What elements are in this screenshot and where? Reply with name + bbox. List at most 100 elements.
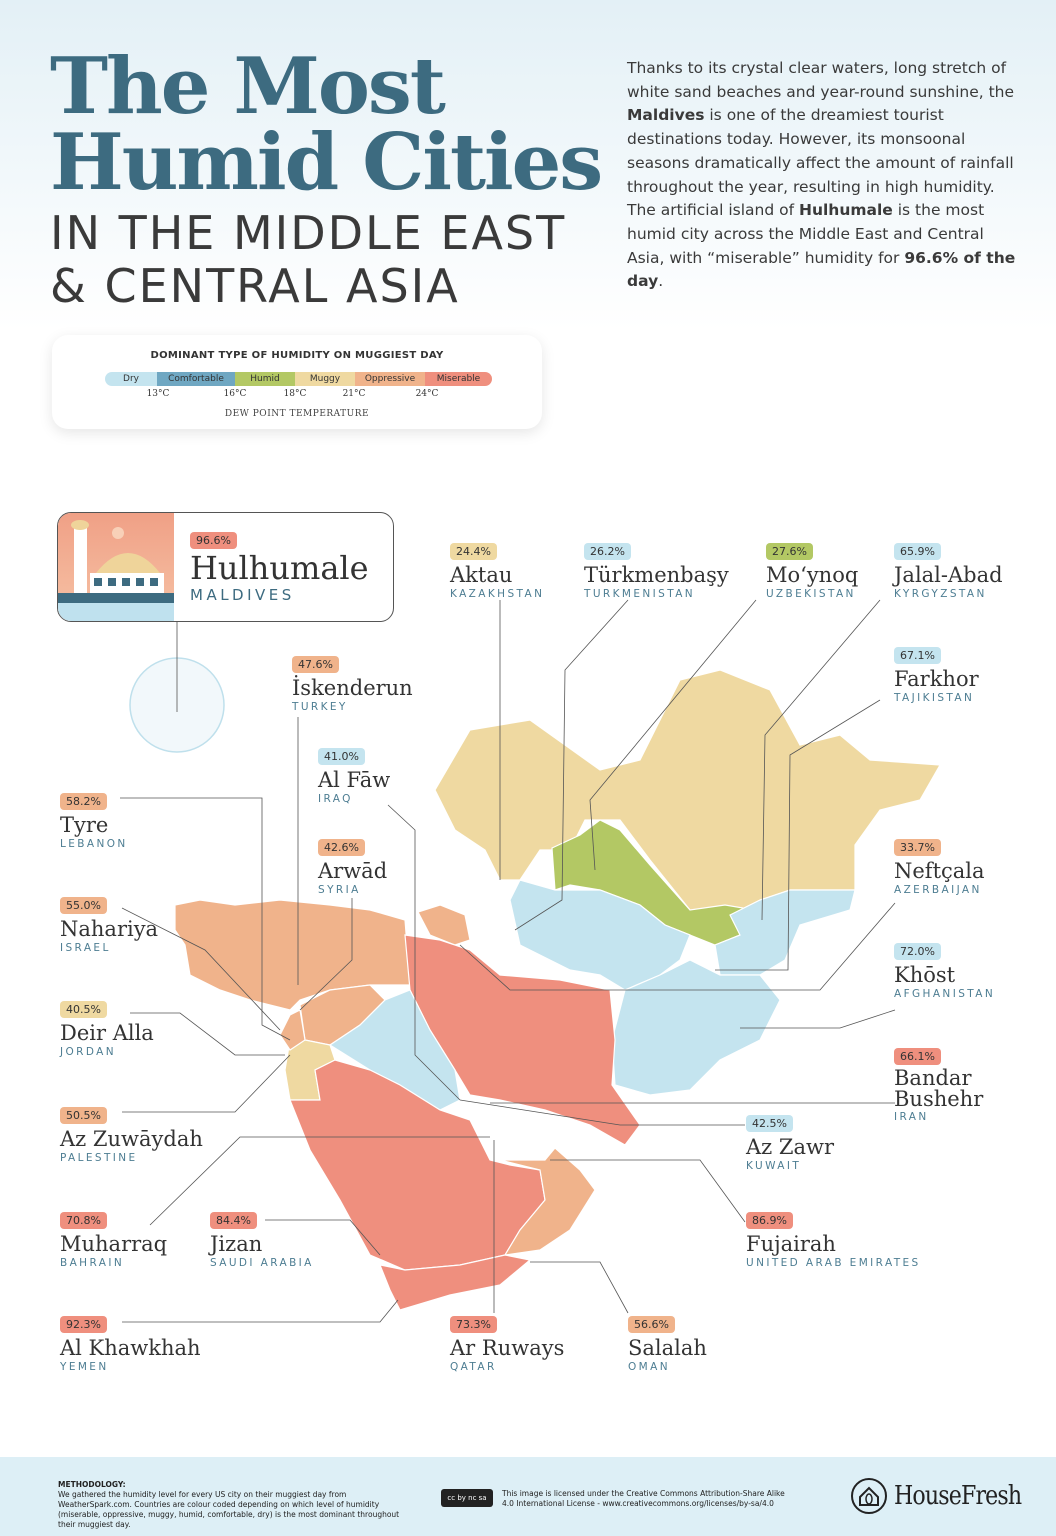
city-name: Al Khawkhah [60,1336,201,1360]
city-name: Türkmenbaşy [584,563,729,587]
legend-swatch-miserable: Miserable [425,372,492,386]
footer: METHODOLOGY: We gathered the humidity le… [0,1457,1056,1536]
city-label: 50.5% Az Zuwāydah PALESTINE [60,1104,203,1164]
humidity-pct-badge: 42.5% [746,1115,793,1132]
humidity-pct-badge: 40.5% [60,1001,107,1018]
humidity-pct-badge: 50.5% [60,1107,107,1124]
city-label: 66.1% Bandar Bushehr IRAN [894,1045,1004,1123]
country-name: ISRAEL [60,942,111,955]
humidity-pct-badge: 55.0% [60,897,107,914]
legend-tick: 24°C [415,389,439,399]
intro-text: . [658,272,664,291]
legend-color-bar: Dry Comfortable Humid Muggy Oppressive Misera… [105,372,492,386]
city-label: 55.0% Nahariya ISRAEL [60,894,158,954]
city-label: 24.4% Aktau KAZAKHSTAN [450,540,544,600]
humidity-pct-badge: 42.6% [318,839,365,856]
leader-line [299,898,353,1011]
featured-city-card: 96.6% Hulhumale MALDIVES [57,512,394,622]
leader-line [121,907,281,1031]
intro-text: is the most humid city across the Middle… [627,201,985,267]
city-name: Jizan [210,1232,263,1256]
humidity-pct-badge: 66.1% [894,1048,941,1065]
city-label: 92.3% Al Khawkhah YEMEN [60,1313,201,1373]
humidity-pct-badge: 47.6% [292,656,339,673]
city-name: Neftçala [894,859,985,883]
leader-line [120,797,291,1041]
leader-line [149,1136,490,1226]
legend-tick: 13°C [146,389,170,399]
country-kazakhstan [434,669,941,916]
subtitle-line-2: & CENTRAL ASIA [50,259,460,313]
leader-line [550,1159,746,1223]
city-label: 72.0% Khōst AFGHANISTAN [894,940,995,1000]
humidity-pct-badge: 86.9% [746,1212,793,1229]
methodology-text: We gathered the humidity level for every… [58,1490,400,1529]
leader-line [122,1054,291,1113]
humidity-pct-badge: 73.3% [450,1316,497,1333]
humidity-pct-badge: 26.2% [584,543,631,560]
country-name: LEBANON [60,838,128,851]
country-uae-oman [499,1147,596,1256]
leader-line [715,699,881,971]
country-azerbaijan [417,904,471,946]
leader-line [387,804,461,1101]
legend-swatch-oppressive: Oppressive [355,372,425,386]
country-saudi-arabia [289,1059,546,1271]
country-name: IRAQ [318,793,353,806]
city-name: Salalah [628,1336,707,1360]
humidity-pct-badge: 70.8% [60,1212,107,1229]
country-kyrgyz-tajik [714,889,856,976]
title-line-2: Humid Cities [50,117,603,208]
country-name: SAUDI ARABIA [210,1257,314,1270]
leader-line [265,1219,381,1256]
brand-name: HouseFresh [894,1481,1022,1511]
intro-paragraph: Thanks to its crystal clear waters, long… [627,57,1022,294]
city-label: 47.6% İskenderun TURKEY [292,653,413,713]
featured-pct-badge: 96.6% [190,532,237,549]
country-name: UZBEKISTAN [766,588,856,601]
map [120,599,941,1323]
country-name: TAJIKISTAN [894,692,975,705]
legend-swatch-comfortable: Comfortable [157,372,235,386]
country-afghanistan [611,959,781,1096]
humidity-pct-badge: 84.4% [210,1212,257,1229]
humidity-pct-badge: 24.4% [450,543,497,560]
country-name: UNITED ARAB EMIRATES [746,1257,921,1270]
city-name: Aktau [450,563,513,587]
legend-tick: 21°C [342,389,366,399]
city-label: 56.6% Salalah OMAN [628,1313,707,1373]
legend-swatch-dry: Dry [105,372,157,386]
intro-bold: Maldives [627,106,705,125]
humidity-pct-badge: 58.2% [60,793,107,810]
city-label: 58.2% Tyre LEBANON [60,790,128,850]
leader-line [459,902,896,991]
license-text[interactable]: This image is licensed under the Creativ… [502,1489,785,1508]
country-turkmenistan [509,879,691,991]
legend-tick: 18°C [283,389,307,399]
header-background [0,0,1056,330]
creative-commons-badge: cc by nc sa [441,1489,493,1507]
country-name: YEMEN [60,1361,109,1374]
housefresh-logo: HouseFresh [850,1477,1044,1515]
intro-bold: Hulhumale [798,201,893,220]
intro-text: is one of the dreamiest tourist destinat… [627,106,1014,220]
country-name: OMAN [628,1361,670,1374]
legend-title: DOMINANT TYPE OF HUMIDITY ON MUGGIEST DA… [150,350,444,361]
leader-line [530,1261,629,1314]
country-name: KAZAKHSTAN [450,588,545,601]
city-name: Arwād [318,859,388,883]
humidity-pct-badge: 56.6% [628,1316,675,1333]
city-label: 67.1% Farkhor TAJIKISTAN [894,644,979,704]
country-yemen [379,1254,532,1311]
humidity-pct-badge: 41.0% [318,748,365,765]
city-name: Farkhor [894,667,979,691]
city-name: Khōst [894,963,956,987]
mosque-illustration [58,513,174,621]
leader-line [122,1299,399,1323]
featured-country: MALDIVES [190,586,295,605]
city-label: 41.0% Al Fāw IRAQ [318,745,390,805]
legend-tick: 16°C [223,389,247,399]
country-name: IRAN [894,1111,929,1123]
leader-line [130,1012,285,1056]
featured-city-name: Hulhumale [190,549,369,587]
